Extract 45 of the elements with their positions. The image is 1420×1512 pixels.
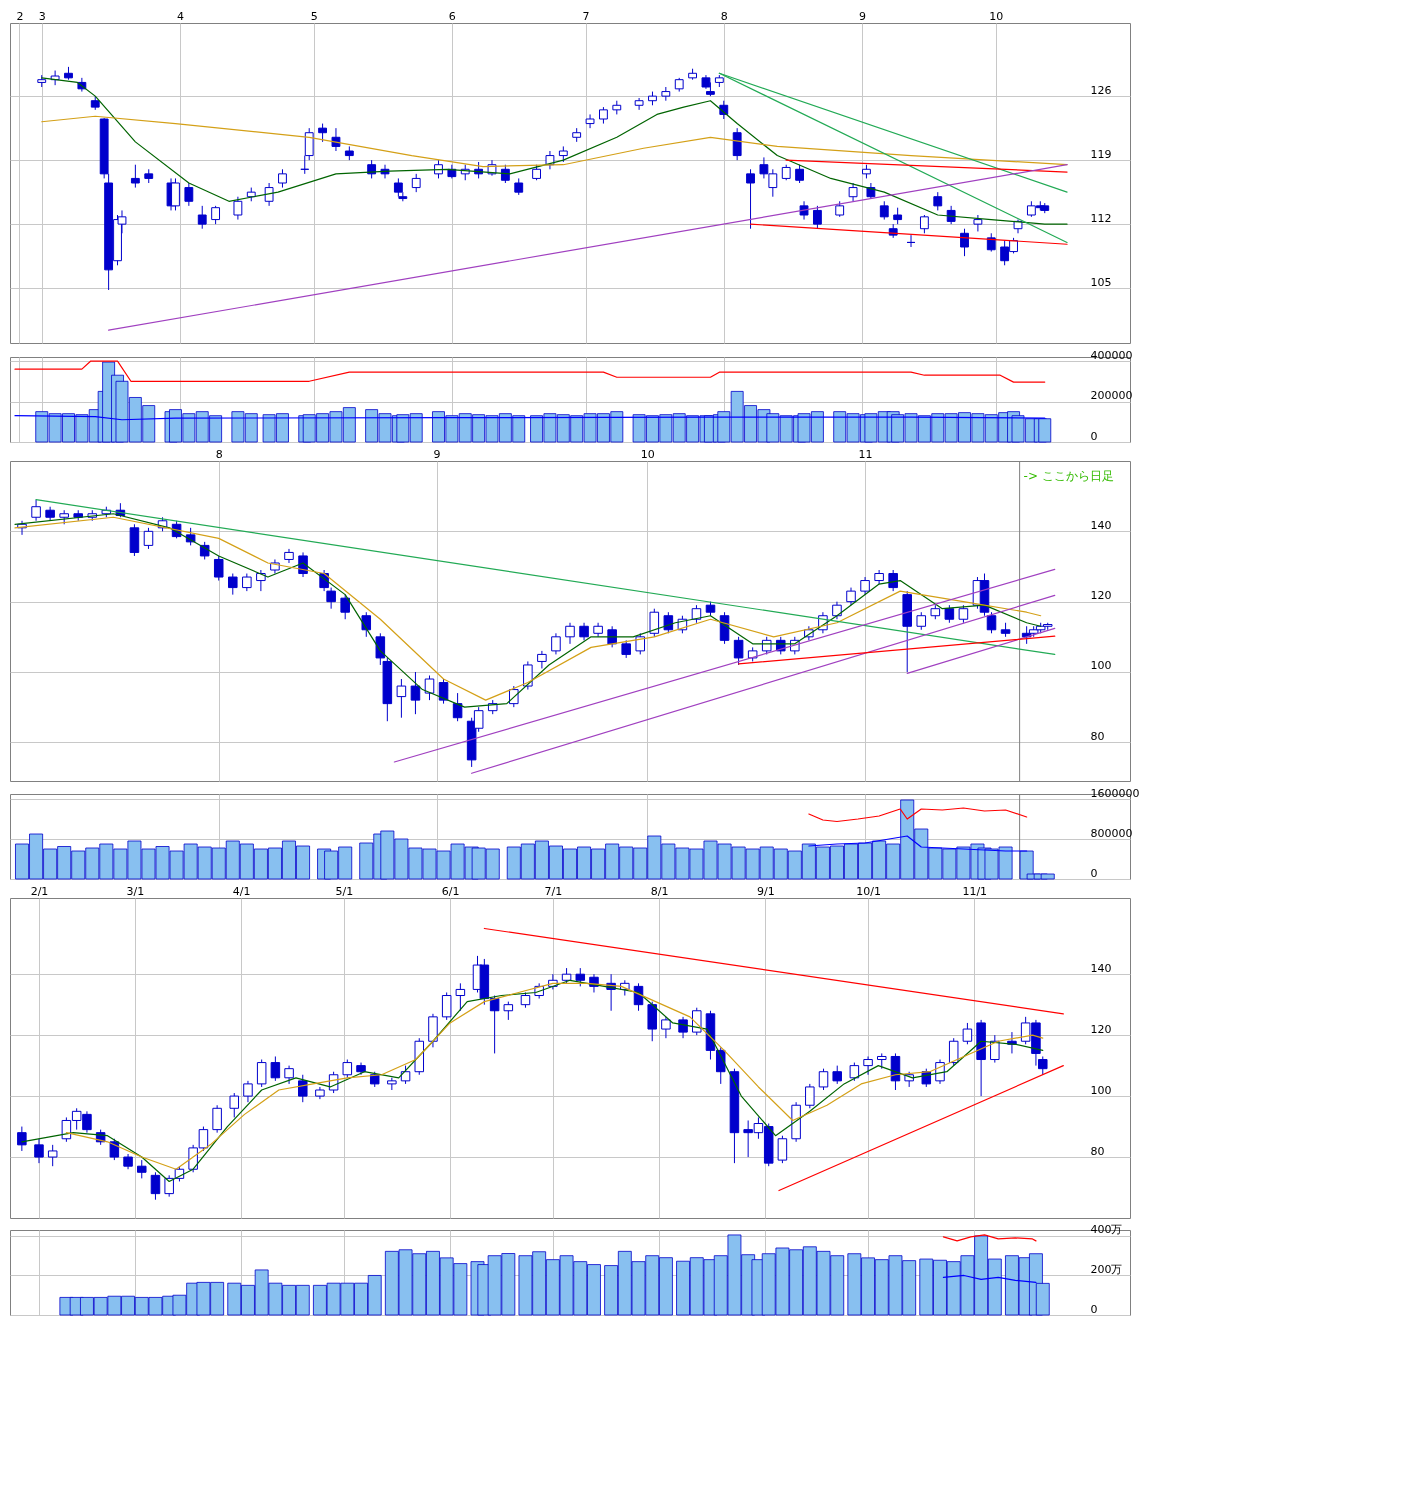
y-tick-label: 100 xyxy=(1090,1083,1112,1097)
x-tick-label: 10/1 xyxy=(856,884,881,898)
y-tick-label: 105 xyxy=(1090,275,1112,289)
x-tick-label: 11 xyxy=(858,447,873,461)
x-tick-label: 10 xyxy=(640,447,655,461)
y-tick-label: 0 xyxy=(1090,1302,1098,1316)
x-tick-label: 8/1 xyxy=(650,884,669,898)
x-tick-label: 9 xyxy=(433,447,441,461)
x-tick-label: 8 xyxy=(215,447,223,461)
y-tick-label: 200万 xyxy=(1090,1262,1123,1276)
x-tick-label: 8 xyxy=(720,9,728,23)
x-tick-label: 2/1 xyxy=(30,884,49,898)
y-tick-label: 140 xyxy=(1090,518,1112,532)
x-tick-label: 3/1 xyxy=(126,884,145,898)
x-tick-label: 11/1 xyxy=(962,884,988,898)
x-tick-label: 7 xyxy=(582,9,590,23)
y-tick-label: 80 xyxy=(1090,1144,1105,1158)
x-tick-label: 9 xyxy=(858,9,866,23)
x-tick-label: 4 xyxy=(176,9,184,23)
y-tick-label: 800000 xyxy=(1090,826,1133,840)
y-tick-label: 400000 xyxy=(1090,348,1133,362)
x-tick-label: 6/1 xyxy=(441,884,460,898)
x-tick-label: 3 xyxy=(38,9,46,23)
x-tick-label: 6 xyxy=(448,9,456,23)
x-tick-label: 10 xyxy=(989,9,1004,23)
x-tick-label: 7/1 xyxy=(544,884,563,898)
y-tick-label: 140 xyxy=(1090,961,1112,975)
x-tick-label: 9/1 xyxy=(756,884,775,898)
y-tick-label: 80 xyxy=(1090,729,1105,743)
y-tick-label: 0 xyxy=(1090,429,1098,443)
x-tick-label: 5 xyxy=(310,9,318,23)
x-tick-label: 2 xyxy=(16,9,24,23)
y-tick-label: 200000 xyxy=(1090,389,1133,403)
y-tick-label: 126 xyxy=(1090,83,1112,97)
y-tick-label: 0 xyxy=(1090,866,1098,880)
y-tick-label: 120 xyxy=(1090,589,1112,603)
x-tick-label: 5/1 xyxy=(335,884,354,898)
y-tick-label: 1600000 xyxy=(1090,786,1140,800)
y-tick-label: 112 xyxy=(1090,211,1112,225)
x-tick-label: 4/1 xyxy=(232,884,251,898)
y-tick-label: 100 xyxy=(1090,659,1112,673)
y-tick-label: 400万 xyxy=(1090,1223,1123,1237)
y-tick-label: 119 xyxy=(1090,147,1112,161)
y-tick-label: 120 xyxy=(1090,1022,1112,1036)
ref-line-label: -> ここから日足 xyxy=(1023,469,1114,483)
